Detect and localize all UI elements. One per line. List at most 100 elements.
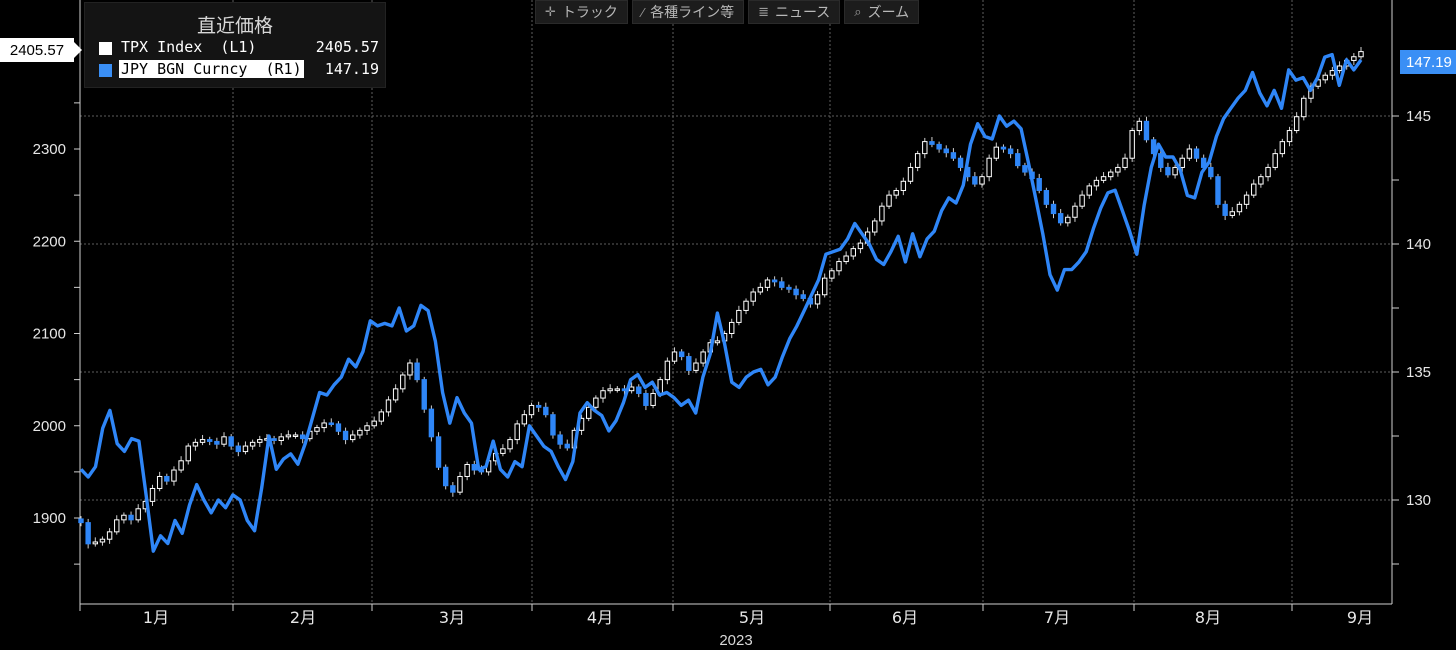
tpx-candle [743,298,749,315]
zoom-button[interactable]: ⌕ ズーム [844,0,920,24]
tpx-candle [936,141,942,153]
tpx-candle [836,257,842,276]
tpx-candle [886,190,892,209]
tpx-candle [900,177,907,196]
tpx-candle [156,471,163,492]
tpx-candle [814,291,821,309]
tpx-candle [528,402,535,419]
right-tick-label: 145 [1406,108,1431,125]
zoom-label: ズーム [867,4,910,20]
tpx-candle [385,396,392,417]
tpx-candle [371,416,377,429]
tpx-candle [1150,137,1157,158]
tpx-candle [929,137,935,148]
left-tick-label: 2100 [33,326,66,343]
tpx-candle [793,285,799,300]
tpx-candle [1136,117,1143,136]
tpx-candle [271,435,277,445]
tpx-candle [821,273,828,298]
tpx-candle [786,284,792,293]
tpx-candle [1079,190,1085,209]
news-button[interactable]: ≣ ニュース [748,0,841,24]
tpx-candle [1193,146,1200,162]
x-tick-label: 9月 [1347,608,1373,627]
tpx-candle [178,456,184,473]
tpx-candle [407,359,413,380]
track-label: トラック [561,4,618,20]
tpx-candle [1243,191,1250,209]
tpx-candle [1122,153,1128,171]
tpx-candle [135,504,141,523]
tpx-candle [1358,46,1364,60]
tpx-candle [779,277,785,291]
tpx-candle [292,432,299,439]
tpx-candle [1015,149,1021,169]
tpx-candle [199,434,206,446]
tpx-candle [257,435,263,447]
tpx-candle [242,441,249,455]
tpx-candle [1057,208,1064,226]
tpx-candle [972,172,978,187]
tpx-candle [357,427,363,439]
x-tick-label: 2月 [290,608,316,627]
tpx-candle [428,405,435,442]
x-tick-label: 5月 [739,608,765,627]
jpy-swatch [99,64,112,77]
tpx-candle [1072,202,1078,222]
jpy-name: JPY BGN Curncy (R1) [119,60,304,78]
tpx-candle [1050,200,1057,219]
tpx-candle [1100,172,1107,184]
tpx-candle [392,384,399,403]
tpx-candle [1179,154,1185,173]
tpx-candle [1022,162,1028,176]
x-tick-label: 3月 [439,608,465,627]
track-button[interactable]: ✛ トラック [535,0,628,24]
tpx-candle [1329,66,1336,80]
tpx-candle [643,389,649,411]
tpx-candle [507,436,513,453]
tpx-candle [1108,169,1114,181]
tpx-candle [1165,162,1171,178]
right-tick-label: 130 [1406,492,1431,509]
tpx-candle [1351,53,1357,66]
legend-row-tpx[interactable]: TPX Index (L1) 2405.57 [95,38,379,58]
tpx-candle [893,187,899,199]
tpx-candle [993,142,1000,161]
lines-button[interactable]: ∕ 各種ライン等 [631,0,745,24]
tpx-candle [600,387,606,403]
tpx-candle [192,438,199,451]
tpx-candle [636,384,642,398]
tpx-candle [850,245,856,260]
tpx-candle [171,466,177,486]
grid-lines [80,0,1392,604]
tpx-candle [328,418,334,427]
tpx-candle [400,372,406,393]
tpx-candle [185,443,191,465]
tpx-candle [299,431,306,444]
tpx-candle [228,434,234,450]
tpx-candle [335,421,342,435]
tpx-candle [457,471,463,495]
tpx-candle [1000,144,1007,153]
tpx-candle [1093,176,1100,191]
jpy-last-price-tag: 147.19 [1400,50,1456,74]
tpx-candle [857,239,864,254]
tpx-candle [1208,162,1214,180]
pencil-icon: ∕ [641,4,645,20]
tpx-candle [1286,126,1293,147]
tpx-candle [121,512,127,524]
tpx-candle [550,411,556,439]
tpx-candle [471,460,477,475]
tpx-candle [543,402,549,418]
tpx-candle [500,444,506,457]
tpx-candle [342,427,349,445]
tpx-candle [1251,179,1257,198]
legend-row-jpy[interactable]: JPY BGN Curncy (R1) 147.19 [95,60,379,80]
tpx-candle [1158,149,1164,173]
x-axis-ticks: 1月 2月 3月 4月 5月 6月 7月 8月 9月 [79,604,1373,627]
legend-title: 直近価格 [196,16,273,37]
tpx-candle [829,268,835,282]
tpx-candle [950,148,957,161]
tpx-candle [879,202,885,226]
